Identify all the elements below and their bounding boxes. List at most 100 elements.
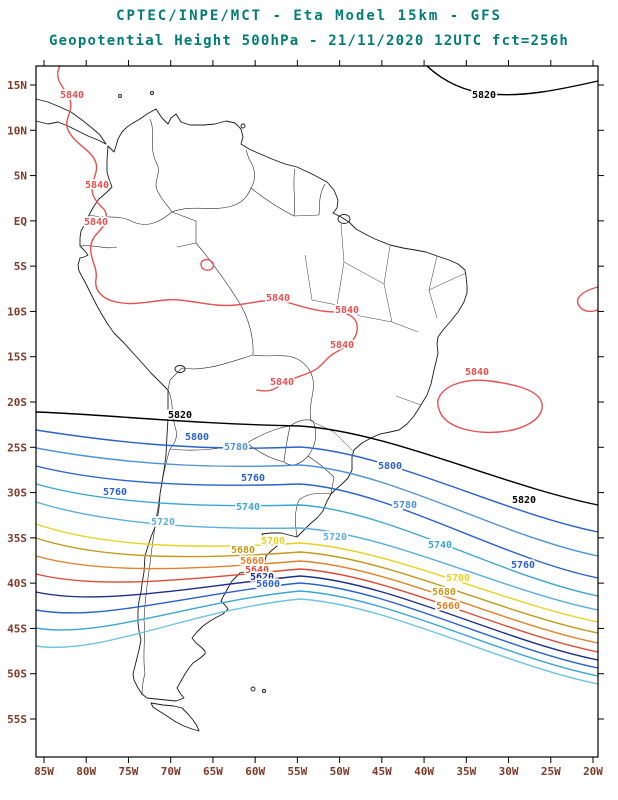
state-border-line: [395, 395, 422, 406]
border-line: [289, 419, 314, 427]
island-caribbean-1: [118, 94, 122, 98]
lat-axis-label: 20S: [7, 396, 27, 409]
chart-title-field: Geopotential Height 500hPa - 21/11/2020 …: [49, 33, 569, 49]
contour-label: 5800: [185, 432, 209, 443]
contour-5740-line: [35, 483, 599, 597]
contour-5640-line: [35, 568, 599, 653]
contour-5840-line: [57, 65, 358, 392]
lon-axis-label: 40W: [414, 765, 434, 778]
lat-axis-label: 15N: [7, 79, 27, 92]
lon-axis-label: 75W: [119, 765, 139, 778]
map-frame: [30, 60, 604, 763]
lat-axis-label: 5N: [14, 170, 27, 183]
contour-5840-loop-east: [436, 379, 543, 434]
border-line: [246, 442, 285, 463]
lon-axis-label: 85W: [34, 765, 54, 778]
contour-label: 5840: [335, 305, 359, 316]
contour-5840-loop-small: [200, 258, 215, 271]
border-line: [167, 354, 254, 391]
axis-labels: 15N 10N 5N EQ 5S 10S 15S 20S 25S 30S 35S 40S 45S 50S 5…: [7, 79, 603, 778]
contour-label: 5640: [245, 565, 269, 576]
lon-axis-label: 30W: [499, 765, 519, 778]
state-border-line: [310, 420, 354, 452]
state-border-line: [336, 223, 345, 306]
border-line: [295, 492, 332, 538]
contour-value-labels: 5840 5840 5840 5840 5840 5840 5840 5840 5820 5820…: [58, 88, 538, 614]
lon-axis-label: 70W: [161, 765, 181, 778]
border-line: [330, 476, 335, 495]
contour-label: 5780: [224, 442, 248, 453]
country-borders-layer: [79, 118, 335, 696]
border-line: [293, 168, 296, 217]
border-line: [252, 354, 314, 422]
lat-axis-label: 25S: [7, 441, 27, 454]
island-marajo: [337, 214, 351, 224]
border-line: [283, 425, 291, 463]
contour-label: 5740: [428, 540, 452, 551]
contour-5840-edge-arc: [576, 286, 599, 313]
state-border-line: [336, 304, 393, 323]
lat-axis-label: 5S: [14, 260, 27, 273]
state-border-line: [304, 254, 338, 306]
lat-axis-label: 30S: [7, 487, 27, 500]
map-border: [35, 65, 599, 758]
island-caribbean-2: [150, 91, 154, 95]
lon-axis-label: 60W: [245, 765, 265, 778]
coastline-central-america-south: [35, 120, 107, 145]
contour-label: 5800: [378, 461, 402, 472]
border-line: [149, 118, 173, 213]
contour-label: 5840: [330, 340, 354, 351]
border-line: [246, 425, 291, 444]
state-border-line: [343, 261, 385, 285]
border-line: [132, 211, 173, 225]
state-border-line: [391, 321, 419, 333]
coastline-central-america-north: [35, 98, 107, 145]
contour-5700-line: [35, 523, 599, 623]
contour-label: 5820: [472, 90, 496, 101]
lon-axis-label: 35W: [456, 765, 476, 778]
contour-5580-line: [35, 590, 599, 677]
lat-axis-label: 45S: [7, 622, 27, 635]
contour-5560-line: [35, 598, 599, 685]
contour-label: 5680: [432, 587, 456, 598]
contour-label: 5760: [103, 487, 127, 498]
contour-label: 5840: [465, 367, 489, 378]
lon-axis-label: 20W: [583, 765, 603, 778]
contour-5760-line: [35, 465, 599, 579]
lon-axis-label: 25W: [541, 765, 561, 778]
contour-label: 5600: [256, 579, 280, 590]
contour-5620-line: [35, 575, 599, 661]
contour-label: 5720: [323, 532, 347, 543]
border-line: [171, 211, 197, 248]
lat-axis-label: 10N: [7, 124, 27, 137]
contour-label: 5840: [85, 180, 109, 191]
contour-5720-line: [35, 501, 599, 611]
border-line: [318, 183, 326, 216]
island-falkland-west: [250, 686, 256, 692]
contour-label: 5760: [511, 560, 535, 571]
contour-5820-line: [35, 411, 599, 506]
border-line: [171, 187, 252, 213]
border-line: [250, 187, 320, 217]
contour-label: 5700: [261, 536, 285, 547]
contour-label: 5680: [231, 545, 255, 556]
contour-label: 5760: [241, 473, 265, 484]
lat-axis-label: 15S: [7, 351, 27, 364]
contour-5780-line: [35, 447, 599, 557]
lon-axis-label: 50W: [330, 765, 350, 778]
border-line: [169, 442, 248, 451]
border-line: [141, 448, 171, 696]
contour-label: 5840: [84, 217, 108, 228]
coastline-tierra-del-fuego: [150, 702, 200, 732]
lake-titicaca: [174, 365, 186, 373]
border-line: [79, 245, 118, 249]
contour-5660-line: [35, 555, 599, 644]
border-line: [245, 149, 255, 189]
contour-5820-north: [426, 65, 599, 96]
lat-axis-label: 10S: [7, 305, 27, 318]
chart-title-model: CPTEC/INPE/MCT - Eta Model 15km - GFS: [116, 8, 502, 24]
lat-axis-label: EQ: [14, 215, 28, 228]
state-border-line: [383, 245, 393, 323]
